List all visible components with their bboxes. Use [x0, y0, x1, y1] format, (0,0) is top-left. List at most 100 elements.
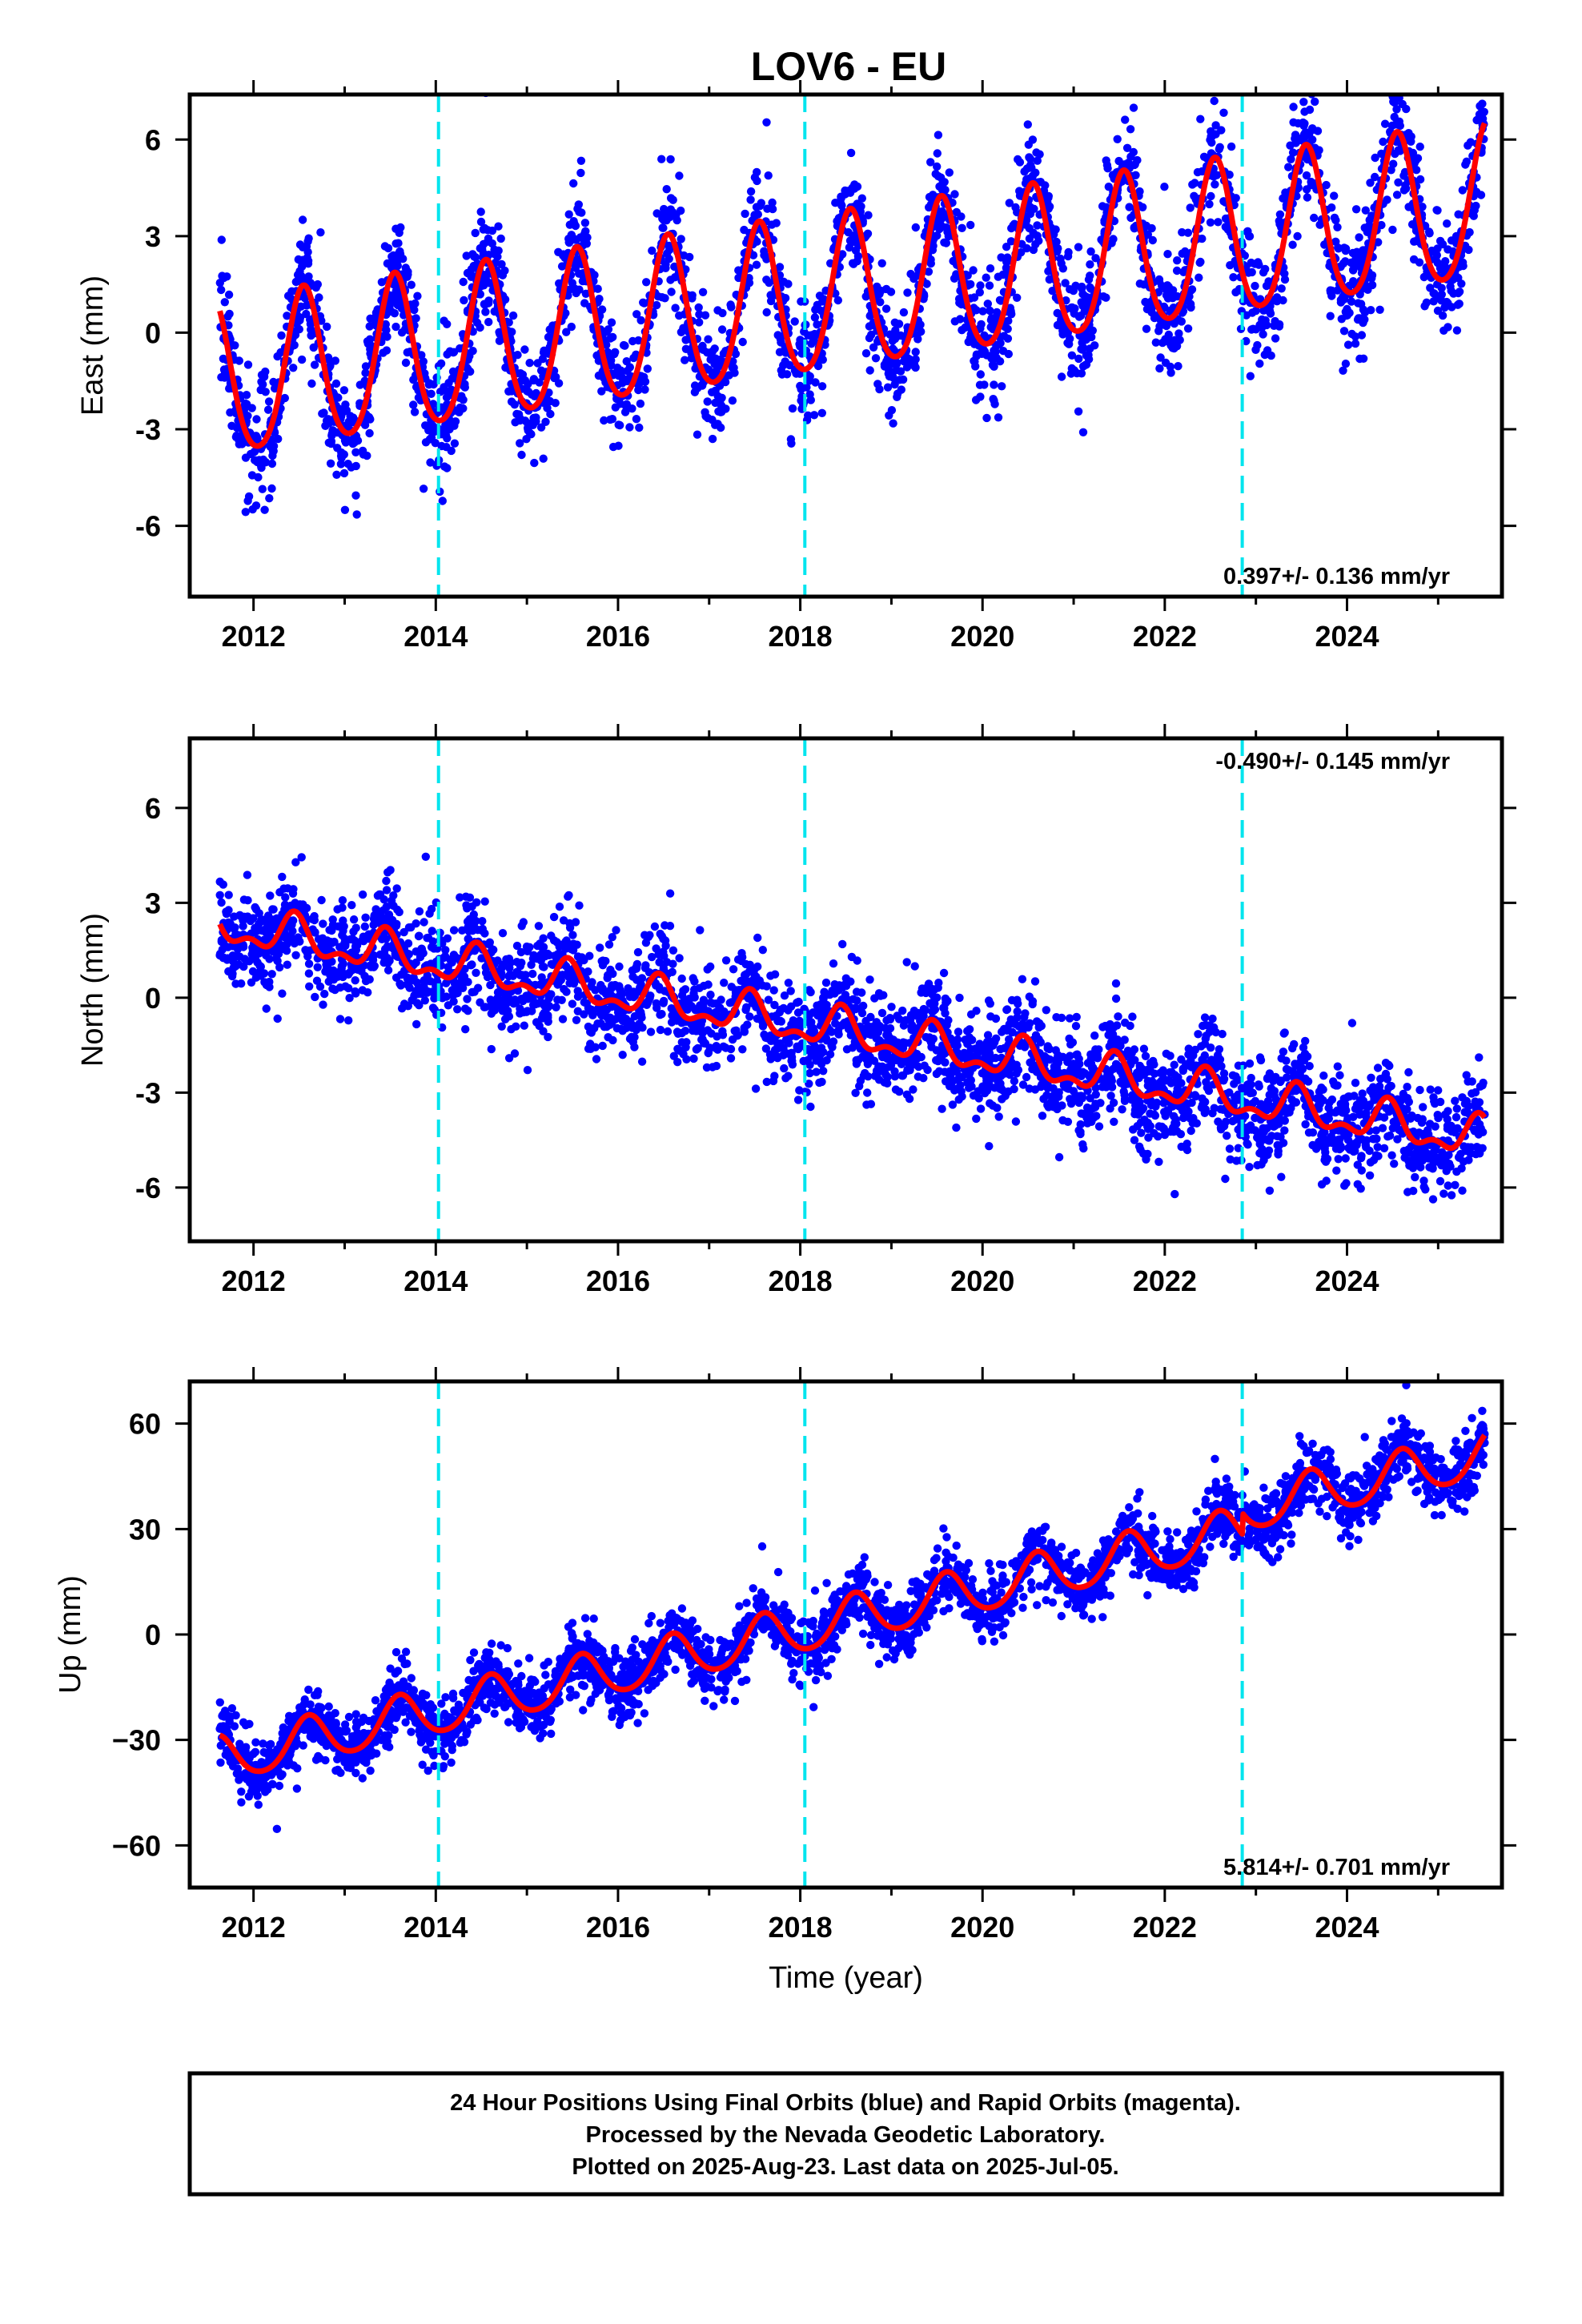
data-point — [383, 259, 392, 268]
data-point — [365, 428, 374, 438]
data-point — [247, 404, 256, 412]
data-point — [972, 1114, 981, 1124]
data-point — [1341, 360, 1351, 368]
data-point — [933, 149, 942, 158]
data-point — [1205, 199, 1214, 209]
data-point — [775, 348, 785, 356]
data-point — [690, 388, 700, 396]
data-point — [242, 391, 251, 400]
data-point — [327, 439, 335, 448]
data-point — [1347, 297, 1356, 306]
data-point — [1398, 99, 1407, 109]
data-point — [1246, 372, 1255, 380]
data-point — [944, 1015, 953, 1025]
data-point — [875, 384, 884, 394]
data-point — [413, 292, 422, 300]
data-point — [1151, 338, 1161, 347]
data-point — [581, 289, 590, 298]
data-point — [540, 346, 548, 355]
data-point — [1209, 172, 1219, 181]
data-point — [882, 1031, 891, 1039]
data-point — [1339, 243, 1349, 252]
data-point — [1155, 322, 1164, 331]
y-tick-label: 6 — [145, 123, 161, 156]
data-point — [1255, 295, 1265, 304]
data-point — [1262, 281, 1271, 291]
data-point — [1458, 186, 1468, 195]
data-point — [360, 922, 369, 931]
data-point — [324, 355, 333, 364]
data-point — [738, 337, 747, 347]
data-point — [1275, 216, 1284, 226]
data-point — [675, 954, 684, 963]
data-point — [1472, 201, 1480, 211]
data-point — [1392, 105, 1401, 114]
data-point — [1259, 268, 1268, 277]
data-point — [881, 1023, 890, 1032]
data-point — [706, 991, 715, 999]
data-point — [1002, 258, 1011, 267]
data-point — [510, 400, 519, 409]
data-point — [494, 222, 503, 231]
data-point — [790, 317, 799, 326]
rate-label: 0.397+/- 0.136 mm/yr — [1223, 564, 1450, 589]
data-point — [1334, 1155, 1343, 1164]
data-point — [721, 377, 730, 387]
data-point — [766, 296, 776, 306]
data-point — [1259, 330, 1267, 339]
data-point — [616, 366, 625, 375]
data-point — [1394, 178, 1403, 187]
data-point — [250, 447, 259, 456]
data-point — [1401, 184, 1411, 193]
data-point — [569, 179, 578, 188]
data-point — [1015, 158, 1025, 167]
data-point — [1130, 160, 1139, 169]
data-point — [1186, 1126, 1195, 1136]
data-point — [1351, 260, 1359, 270]
data-point — [983, 300, 993, 308]
data-point — [339, 468, 349, 478]
data-point — [261, 367, 270, 376]
data-point — [717, 325, 727, 334]
data-point — [267, 970, 276, 979]
data-point — [620, 408, 630, 416]
data-point — [481, 308, 490, 316]
data-point — [436, 359, 446, 368]
data-point — [892, 365, 901, 375]
data-point — [1146, 1109, 1154, 1118]
data-point — [1447, 287, 1456, 296]
data-point — [1453, 300, 1463, 309]
data-point — [552, 372, 560, 381]
data-point — [1439, 1189, 1448, 1198]
data-point — [297, 355, 307, 364]
data-point — [1149, 1056, 1158, 1066]
data-point — [530, 458, 539, 468]
data-point — [1110, 1117, 1118, 1127]
data-point — [1367, 1073, 1375, 1083]
data-point — [419, 485, 428, 493]
data-point — [1411, 1172, 1419, 1182]
data-point — [235, 440, 243, 448]
data-point — [894, 320, 904, 328]
data-point — [1452, 326, 1462, 335]
data-point — [661, 263, 670, 272]
data-point — [876, 298, 885, 307]
data-point — [956, 315, 965, 324]
data-point — [472, 968, 480, 978]
data-point — [1291, 139, 1300, 147]
data-point — [476, 323, 484, 332]
data-point — [1311, 97, 1319, 107]
data-point — [267, 459, 277, 468]
data-point — [580, 219, 590, 227]
data-point — [260, 505, 269, 514]
data-point — [728, 396, 737, 405]
data-point — [698, 287, 708, 296]
data-point — [1126, 125, 1135, 134]
data-point — [701, 311, 710, 320]
data-point — [886, 287, 896, 296]
data-point — [726, 300, 735, 309]
data-point — [1299, 98, 1308, 107]
data-point — [994, 413, 1003, 422]
data-point — [788, 404, 797, 413]
data-point — [341, 400, 350, 409]
